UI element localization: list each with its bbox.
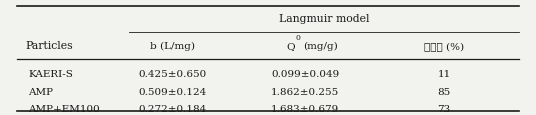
Text: (mg/g): (mg/g) bbox=[303, 42, 337, 51]
Text: Particles: Particles bbox=[26, 41, 73, 51]
Text: 73: 73 bbox=[437, 104, 451, 113]
Text: 85: 85 bbox=[437, 87, 451, 96]
Text: 0.099±0.049: 0.099±0.049 bbox=[271, 69, 339, 78]
Text: 0.425±0.650: 0.425±0.650 bbox=[138, 69, 206, 78]
Text: 11: 11 bbox=[437, 69, 451, 78]
Text: Langmuir model: Langmuir model bbox=[279, 14, 369, 24]
Text: AMP+EM100: AMP+EM100 bbox=[28, 104, 100, 113]
Text: 1.862±0.255: 1.862±0.255 bbox=[271, 87, 339, 96]
Text: AMP: AMP bbox=[28, 87, 53, 96]
Text: 제거율 (%): 제거율 (%) bbox=[424, 42, 464, 51]
Text: b (L/mg): b (L/mg) bbox=[150, 42, 195, 51]
Text: 0.272±0.184: 0.272±0.184 bbox=[138, 104, 206, 113]
Text: KAERI-S: KAERI-S bbox=[28, 69, 73, 78]
Text: 0: 0 bbox=[296, 34, 301, 42]
Text: Q: Q bbox=[286, 42, 295, 51]
Text: 1.683±0.679: 1.683±0.679 bbox=[271, 104, 339, 113]
Text: 0.509±0.124: 0.509±0.124 bbox=[138, 87, 206, 96]
